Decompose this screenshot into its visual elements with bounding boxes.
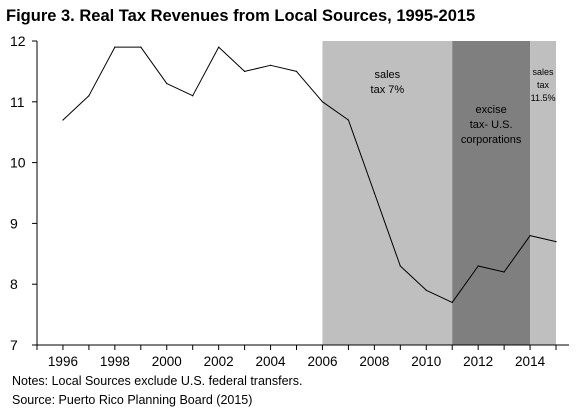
x-tick-label: 2014: [515, 354, 546, 369]
data-point: [62, 119, 64, 121]
data-point: [295, 70, 298, 72]
x-tick-label: 2010: [411, 354, 441, 369]
data-point: [503, 271, 505, 273]
data-point: [477, 265, 479, 267]
x-tick-label: 1998: [100, 354, 130, 369]
data-series: [62, 46, 557, 304]
region-label: excise: [476, 104, 507, 116]
shaded-region: [530, 41, 557, 345]
data-point: [373, 192, 375, 194]
x-tick-label: 2004: [256, 354, 287, 369]
region-label: tax 7%: [371, 84, 405, 96]
y-tick-label: 9: [10, 215, 18, 231]
data-point: [321, 101, 324, 103]
region-label: tax: [537, 80, 550, 90]
y-tick-label: 12: [10, 33, 26, 49]
data-point: [114, 46, 116, 48]
data-point: [88, 95, 90, 97]
chart-title: Figure 3. Real Tax Revenues from Local S…: [6, 7, 476, 25]
region-label: sales: [374, 69, 400, 81]
x-tick-label: 2006: [307, 354, 337, 369]
data-point: [192, 95, 194, 97]
series-line: [62, 46, 557, 303]
shaded-region: [452, 41, 531, 345]
x-tick-label: 1996: [48, 354, 78, 369]
y-tick-label: 10: [10, 155, 26, 171]
x-tick-label: 2012: [463, 354, 493, 369]
y-tick-label: 8: [10, 276, 18, 292]
x-tick-label: 2008: [359, 354, 389, 369]
data-point: [425, 289, 427, 291]
data-point: [451, 301, 453, 304]
data-point: [347, 119, 350, 121]
data-point: [269, 64, 272, 66]
notes-line: Notes: Local Sources exclude U.S. federa…: [12, 374, 303, 388]
region-label: 11.5%: [531, 93, 556, 103]
shaded-region: [322, 41, 453, 345]
data-point: [399, 265, 401, 267]
data-point: [529, 234, 531, 237]
region-label: corporations: [461, 134, 522, 146]
data-point: [555, 241, 557, 243]
data-point: [218, 46, 220, 48]
shaded-region-labels: sales tax 7% excise tax- U.S. corporations sa…: [371, 67, 556, 146]
axes: 7 8 9 10 11 12 1996 1998 2000 2002 2004 2006 2008 201…: [10, 33, 569, 369]
region-label: tax- U.S.: [470, 119, 513, 131]
x-tick-label: 2002: [204, 354, 234, 369]
y-tick-label: 11: [10, 94, 25, 110]
data-point: [166, 82, 168, 85]
x-tick-label: 2000: [152, 354, 182, 369]
region-label: sales: [533, 67, 555, 77]
data-point: [140, 46, 142, 48]
data-point: [244, 70, 246, 72]
source-line: Source: Puerto Rico Planning Board (2015…: [12, 393, 253, 407]
shaded-regions: [322, 41, 557, 345]
y-tick-label: 7: [10, 337, 18, 353]
